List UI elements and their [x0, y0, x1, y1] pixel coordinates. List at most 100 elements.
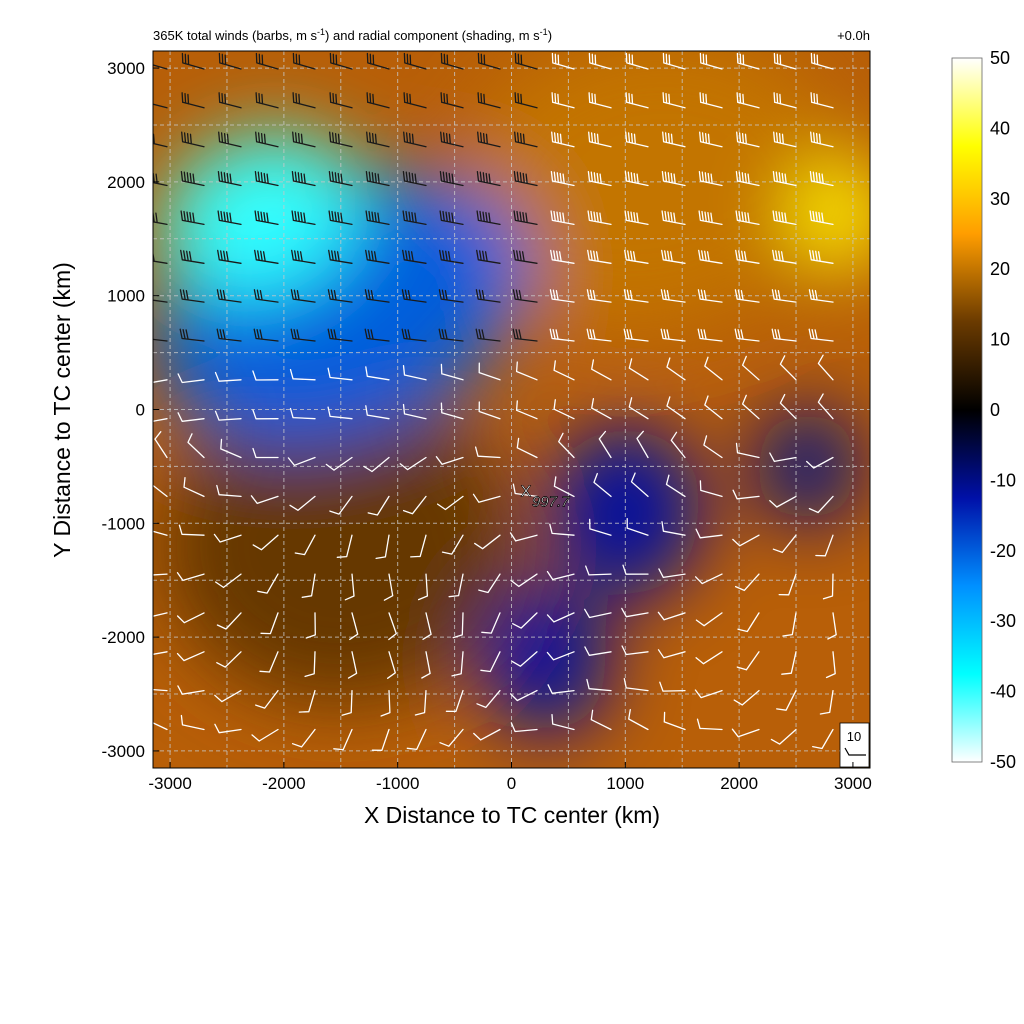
- wind-barb: [402, 170, 427, 187]
- shading-region: [790, 159, 870, 273]
- wind-barb: [252, 409, 279, 420]
- colorbar-tick-label: 30: [990, 189, 1010, 209]
- y-axis-ticks: -3000 -2000 -1000 0 1000 2000 3000: [102, 59, 159, 761]
- wind-barb: [697, 328, 723, 342]
- wind-barb: [624, 170, 649, 187]
- wind-barb: [699, 52, 723, 70]
- wind-barb: [704, 356, 723, 381]
- wind-barb: [402, 249, 427, 264]
- colorbar-tick-label: 40: [990, 118, 1010, 138]
- wind-barb: [551, 713, 575, 731]
- wind-barb: [214, 371, 242, 382]
- wind-barb: [476, 170, 501, 187]
- y-tick-label: -3000: [102, 742, 145, 761]
- wind-barb: [260, 612, 279, 635]
- wind-barb: [512, 328, 538, 342]
- wind-barb: [550, 249, 575, 264]
- x-tick-label: -3000: [148, 774, 191, 793]
- wind-barb: [214, 573, 242, 589]
- wind-barb: [665, 474, 686, 498]
- wind-barb: [216, 651, 242, 668]
- wind-barb: [697, 289, 723, 303]
- wind-barb: [251, 728, 279, 742]
- wind-barb: [153, 211, 168, 226]
- wind-barb: [213, 533, 242, 543]
- y-tick-label: 0: [136, 401, 145, 420]
- wind-barb: [704, 395, 723, 420]
- wind-barb: [414, 689, 427, 716]
- wind-barb: [363, 456, 390, 473]
- colorbar-tick-label: 0: [990, 400, 1000, 420]
- wind-barb: [218, 131, 242, 148]
- wind-barb: [153, 530, 168, 536]
- wind-barb: [587, 249, 612, 264]
- wind-barb: [782, 612, 797, 637]
- wind-barb: [511, 651, 538, 667]
- wind-barb: [734, 328, 760, 342]
- wind-barb: [252, 370, 279, 381]
- wind-barb: [153, 379, 168, 383]
- wind-barb: [176, 651, 205, 662]
- wind-barb: [514, 92, 538, 109]
- wind-barb: [181, 52, 205, 70]
- wind-barb: [292, 92, 316, 109]
- shading-region: [158, 386, 523, 706]
- wind-barb: [153, 338, 168, 342]
- wind-barb: [176, 612, 205, 624]
- wind-barb: [290, 328, 316, 342]
- wind-barb: [588, 131, 612, 148]
- tc-center-marker: X 997.7: [520, 483, 570, 511]
- wind-barb: [588, 52, 612, 70]
- wind-barb: [772, 534, 797, 554]
- wind-barb: [287, 456, 316, 466]
- wind-barb: [584, 608, 612, 619]
- wind-barb: [771, 328, 797, 342]
- wind-barb: [474, 446, 501, 459]
- wind-barb: [257, 573, 279, 594]
- reference-barb-legend: 10: [839, 722, 870, 768]
- wind-barb: [153, 103, 168, 109]
- wind-barb: [253, 289, 279, 303]
- wind-barb: [736, 92, 760, 109]
- wind-barb: [329, 131, 353, 148]
- wind-barb: [480, 651, 501, 673]
- wind-barb: [772, 249, 797, 264]
- colorbar-tick-label: -30: [990, 611, 1016, 631]
- wind-barb: [771, 289, 797, 303]
- wind-barb: [699, 480, 723, 498]
- wind-barb: [216, 612, 242, 630]
- wind-barb: [254, 170, 279, 187]
- wind-barb: [593, 472, 612, 498]
- wind-barb: [153, 612, 168, 617]
- wind-barb: [624, 210, 649, 226]
- wind-barb: [292, 52, 316, 70]
- wind-barb: [586, 678, 612, 692]
- wind-barb: [778, 573, 797, 596]
- wind-barb: [735, 170, 760, 187]
- wind-barb: [252, 534, 279, 551]
- radial-wind-shading: [154, 51, 870, 734]
- y-axis-label: Y Distance to TC center (km): [49, 262, 75, 558]
- wind-barb: [401, 328, 427, 342]
- wind-barb: [153, 573, 168, 576]
- wind-barb: [341, 689, 353, 716]
- wind-barb: [445, 689, 464, 713]
- wind-barb: [478, 401, 501, 420]
- x-tick-label: 0: [507, 774, 516, 793]
- wind-barb: [769, 495, 797, 508]
- wind-barb: [291, 728, 316, 748]
- wind-barb: [218, 52, 242, 70]
- wind-barb: [809, 170, 834, 187]
- wind-barb: [591, 398, 612, 420]
- wind-barb: [474, 534, 501, 550]
- wind-barb: [438, 328, 464, 342]
- wind-barb: [547, 684, 575, 694]
- wind-barb: [220, 438, 242, 459]
- wind-barb: [623, 289, 649, 303]
- wind-barb: [628, 397, 649, 420]
- wind-barb: [513, 210, 538, 226]
- wind-barb: [734, 573, 760, 592]
- wind-barb: [625, 131, 649, 148]
- wind-barb: [666, 357, 686, 381]
- wind-barb: [329, 495, 353, 515]
